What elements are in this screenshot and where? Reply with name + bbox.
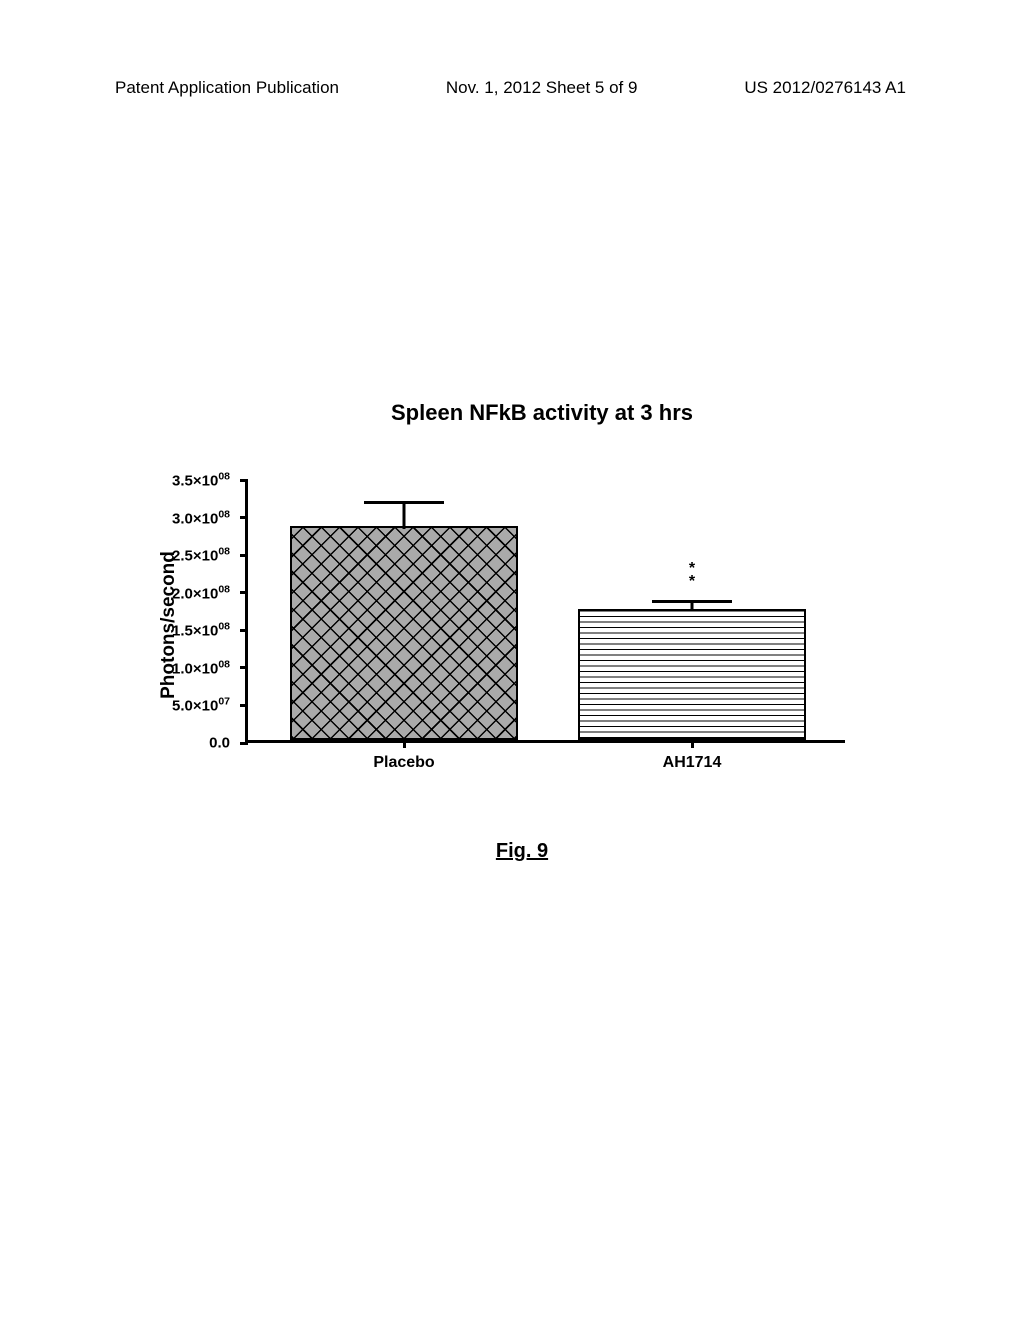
bar-ah1714 (578, 609, 806, 741)
y-axis-tick (240, 704, 248, 707)
chart-title: Spleen NFkB activity at 3 hrs (0, 400, 1024, 426)
bar-chart: Photons/second 0.05.0×10071.0×10081.5×10… (135, 460, 875, 790)
y-axis-tick (240, 666, 248, 669)
y-axis-tick (240, 629, 248, 632)
x-axis-tick (403, 740, 406, 748)
y-axis-tick (240, 479, 248, 482)
y-axis-tick-label: 3.5×1008 (172, 471, 230, 490)
header-patent-number: US 2012/0276143 A1 (744, 78, 906, 98)
header-date-sheet: Nov. 1, 2012 Sheet 5 of 9 (446, 78, 638, 98)
y-axis-tick-label: 5.0×1007 (172, 696, 230, 715)
plot-area: 0.05.0×10071.0×10081.5×10082.0×10082.5×1… (245, 480, 845, 743)
y-axis-tick (240, 742, 248, 745)
significance-marker: ** (689, 562, 695, 589)
y-axis-tick (240, 591, 248, 594)
x-axis-category-label: Placebo (373, 754, 434, 772)
page-header: Patent Application Publication Nov. 1, 2… (0, 78, 1024, 98)
y-axis-tick-label: 2.0×1008 (172, 583, 230, 602)
y-axis-tick-label: 2.5×1008 (172, 546, 230, 565)
error-bar-cap (364, 501, 444, 504)
error-bar (403, 503, 406, 529)
x-axis-category-label: AH1714 (663, 754, 722, 772)
y-axis-tick-label: 1.5×1008 (172, 621, 230, 640)
error-bar-cap (652, 600, 732, 603)
header-publication-type: Patent Application Publication (115, 78, 339, 98)
y-axis-tick-label: 0.0 (209, 735, 230, 752)
figure-label: Fig. 9 (0, 840, 1024, 863)
y-axis-tick (240, 516, 248, 519)
y-axis-tick-label: 3.0×1008 (172, 508, 230, 527)
x-axis-tick (691, 740, 694, 748)
bar-placebo (290, 526, 518, 740)
y-axis-tick (240, 554, 248, 557)
y-axis-tick-label: 1.0×1008 (172, 658, 230, 677)
